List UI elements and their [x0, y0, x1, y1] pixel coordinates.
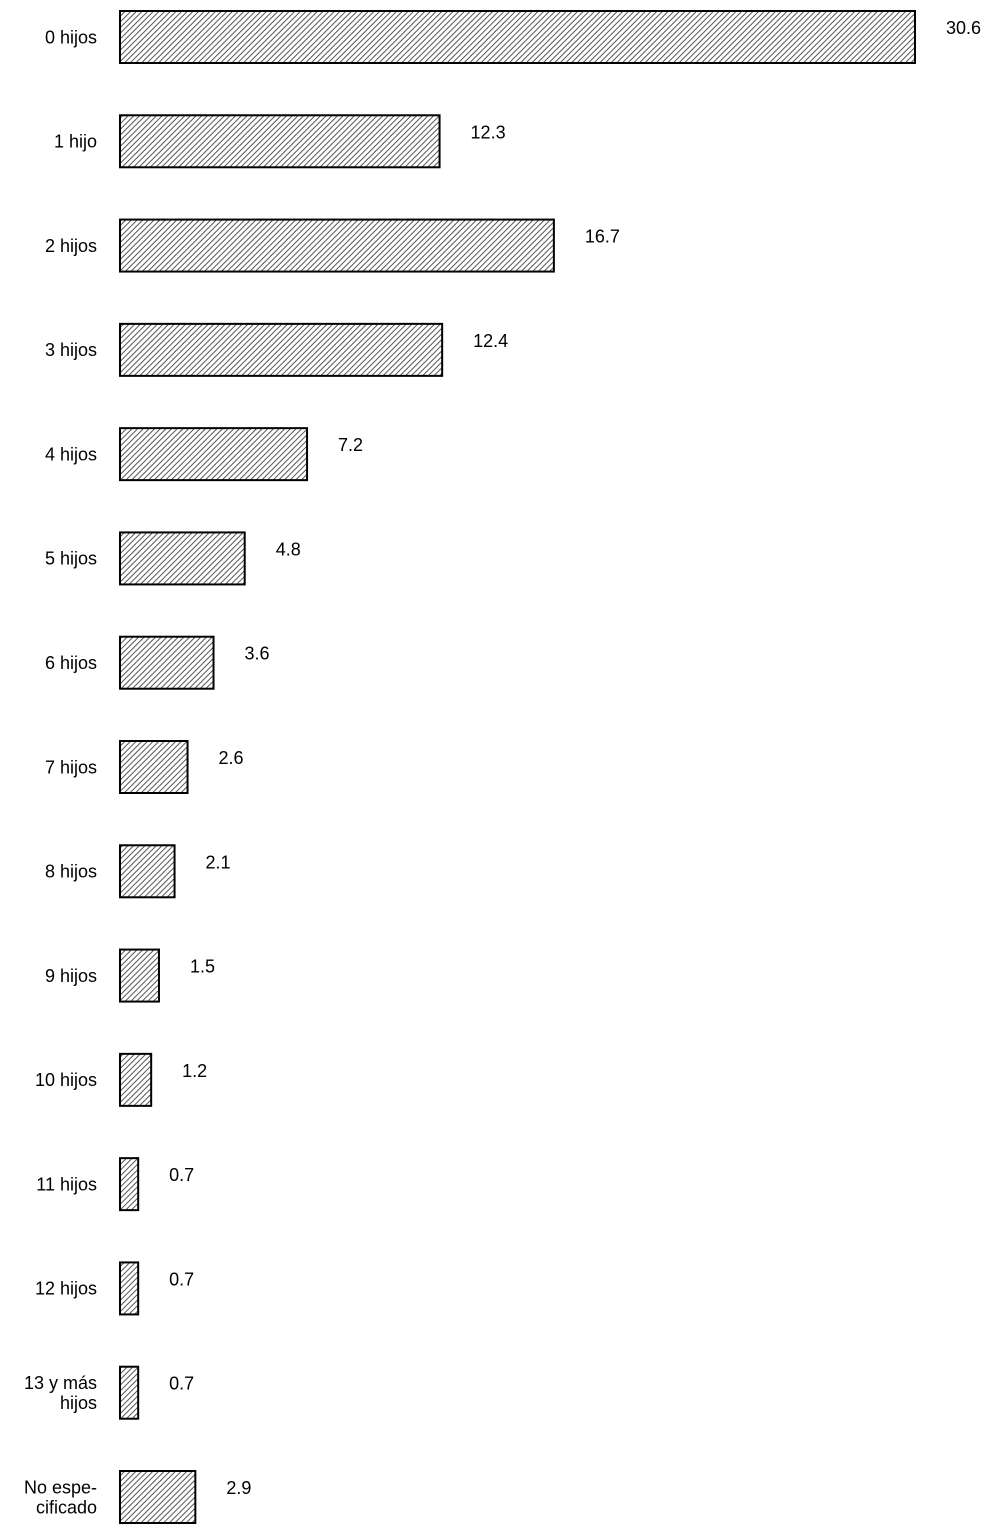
bars-layer: [119, 10, 916, 1524]
value-label-12: 0.7: [169, 1269, 194, 1289]
value-label-1: 12.3: [471, 122, 506, 142]
bar-8: [119, 844, 176, 899]
category-label-6: 6 hijos: [45, 653, 97, 673]
category-labels: 0 hijos 1 hijo 2 hijos 3 hijos 4 hijos 5 hijo…: [24, 27, 97, 1517]
value-label-8: 2.1: [206, 852, 231, 872]
category-label-line: 9 hijos: [45, 966, 97, 986]
category-label-line: 0 hijos: [45, 27, 97, 47]
category-label-14: No espe-cificado: [24, 1477, 97, 1517]
bar-14: [119, 1470, 197, 1524]
category-label-line: 3 hijos: [45, 340, 97, 360]
category-label-line: No espe-: [24, 1477, 97, 1497]
value-label-5: 4.8: [276, 539, 301, 559]
value-label-14: 2.9: [226, 1478, 251, 1498]
value-label-9: 1.5: [190, 957, 215, 977]
category-label-4: 4 hijos: [45, 444, 97, 464]
value-label-3: 12.4: [473, 331, 508, 351]
bar-10: [119, 1052, 153, 1107]
value-label-4: 7.2: [338, 435, 363, 455]
category-label-line: 5 hijos: [45, 549, 97, 569]
bar-1: [119, 114, 441, 169]
category-label-11: 11 hijos: [36, 1174, 97, 1194]
value-label-11: 0.7: [169, 1165, 194, 1185]
category-label-line: 10 hijos: [35, 1070, 97, 1090]
category-label-line: 2 hijos: [45, 236, 97, 256]
category-label-13: 13 y más hijos: [24, 1373, 97, 1413]
value-label-2: 16.7: [585, 227, 620, 247]
bar-13: [119, 1365, 140, 1420]
value-labels: 30.6 12.3 16.7 12.4 7.2 4.8 3.6 2.6 2.1 1.5 1.2 0.7…: [169, 18, 981, 1498]
category-label-9: 9 hijos: [45, 966, 97, 986]
bar-11: [119, 1157, 140, 1212]
category-label-line: hijos: [60, 1393, 97, 1413]
bar-7: [119, 740, 189, 794]
category-label-10: 10 hijos: [35, 1070, 97, 1090]
category-label-7: 7 hijos: [45, 757, 97, 777]
bar-6: [119, 635, 215, 690]
bar-3: [119, 322, 444, 377]
category-label-line: 12 hijos: [35, 1279, 97, 1299]
category-label-0: 0 hijos: [45, 27, 97, 47]
category-label-line: 8 hijos: [45, 862, 97, 882]
category-label-8: 8 hijos: [45, 862, 97, 882]
category-label-line: 1 hijo: [54, 132, 97, 152]
value-label-10: 1.2: [182, 1061, 207, 1081]
category-label-1: 1 hijo: [54, 132, 97, 152]
category-label-12: 12 hijos: [35, 1279, 97, 1299]
category-label-line: 13 y más: [24, 1373, 97, 1393]
category-label-line: 6 hijos: [45, 653, 97, 673]
category-label-line: 4 hijos: [45, 444, 97, 464]
category-label-line: 7 hijos: [45, 757, 97, 777]
category-label-line: cificado: [36, 1497, 97, 1517]
value-label-6: 3.6: [245, 644, 270, 664]
value-label-13: 0.7: [169, 1374, 194, 1394]
bar-4: [119, 427, 309, 482]
value-label-0: 30.6: [946, 18, 981, 38]
bar-9: [119, 948, 160, 1003]
value-label-7: 2.6: [219, 748, 244, 768]
bar-5: [119, 531, 246, 586]
category-label-line: 11 hijos: [36, 1174, 97, 1194]
category-label-3: 3 hijos: [45, 340, 97, 360]
bar-0: [119, 10, 916, 64]
bar-12: [119, 1261, 140, 1316]
category-label-2: 2 hijos: [45, 236, 97, 256]
category-label-5: 5 hijos: [45, 549, 97, 569]
bar-2: [119, 218, 555, 273]
